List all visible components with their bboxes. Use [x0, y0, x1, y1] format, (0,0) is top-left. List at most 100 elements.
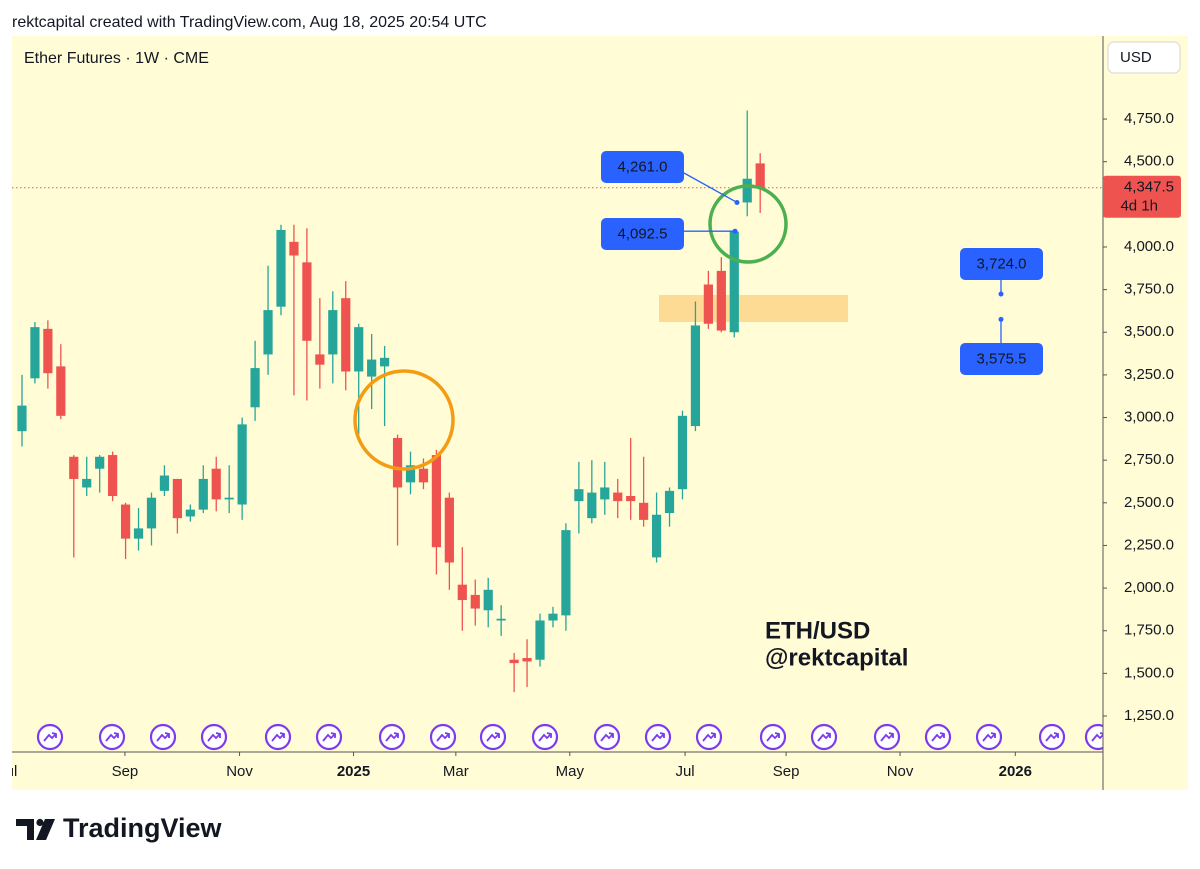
event-icon[interactable]: [975, 723, 1003, 751]
candle-body: [418, 468, 429, 483]
candle-body: [444, 497, 454, 563]
event-icon-arrow: [880, 732, 894, 742]
event-icon[interactable]: [264, 723, 292, 751]
countdown-label: 4d 1h: [1120, 198, 1158, 215]
x-tick-label: 2026: [999, 763, 1032, 780]
event-icon[interactable]: [149, 723, 177, 751]
candle-body: [755, 163, 765, 188]
candle-body: [56, 366, 66, 416]
event-icon[interactable]: [873, 723, 901, 751]
logo-shape: [36, 818, 44, 827]
y-tick-label: 2,000.0: [1124, 579, 1174, 596]
event-icon[interactable]: [315, 723, 343, 751]
event-icon[interactable]: [429, 723, 457, 751]
price-annotation-box: [601, 218, 684, 250]
y-tick-label: 4,500.0: [1124, 153, 1174, 170]
x-tick-label: Nov: [887, 763, 914, 780]
candle-body: [250, 368, 260, 408]
price-annotation-label: 4,261.0: [617, 158, 667, 175]
event-icon[interactable]: [1084, 723, 1110, 751]
event-icon[interactable]: [593, 723, 621, 751]
event-icon-arrow: [1091, 732, 1103, 742]
currency-label[interactable]: USD: [1120, 49, 1152, 66]
y-tick-label: 3,500.0: [1124, 323, 1174, 340]
y-tick-label: 3,000.0: [1124, 409, 1174, 426]
candle-body: [276, 229, 286, 307]
event-icon[interactable]: [479, 723, 507, 751]
candle-body: [263, 310, 273, 355]
candle-body: [405, 465, 416, 483]
candle-body: [677, 415, 688, 490]
chart-title: Ether Futures · 1W · CME: [24, 50, 209, 67]
candle-body: [431, 455, 442, 548]
y-tick-label: 2,750.0: [1124, 451, 1174, 468]
x-tick-label: Jul: [0, 763, 17, 780]
y-tick-label: 1,750.0: [1124, 622, 1174, 639]
annotation-dot: [732, 228, 738, 234]
event-icon-arrow: [105, 732, 119, 742]
candle-body: [108, 455, 118, 496]
price-annotation-label: 3,724.0: [976, 255, 1026, 272]
event-icon-arrow: [982, 732, 996, 742]
event-icon-arrow: [1045, 732, 1059, 742]
candle-body: [341, 298, 351, 372]
event-icon[interactable]: [810, 723, 838, 751]
candle-body: [613, 492, 623, 502]
candle-body: [703, 284, 713, 324]
event-icon[interactable]: [924, 723, 952, 751]
candle-body: [367, 359, 377, 377]
candle-body: [354, 327, 364, 372]
candle-body: [716, 270, 726, 331]
logo-shape: [16, 819, 34, 840]
watermark-line: ETH/USD: [765, 617, 870, 644]
event-icon-arrow: [322, 732, 336, 742]
y-tick-label: 3,750.0: [1124, 281, 1174, 298]
highlight-circle: [708, 184, 788, 264]
event-icon[interactable]: [531, 723, 559, 751]
price-axis: 1,250.0 1,500.0 1,750.0 2,000.0 2,250.0 2,500…: [1103, 110, 1174, 724]
brand-text: TradingView: [63, 813, 223, 843]
candle-body: [30, 327, 40, 379]
x-tick-label: Nov: [226, 763, 253, 780]
candle-body: [302, 262, 312, 341]
event-icon[interactable]: [695, 723, 723, 751]
event-icon[interactable]: [200, 723, 228, 751]
event-icon[interactable]: [759, 723, 787, 751]
event-icon[interactable]: [36, 723, 64, 751]
event-icon-arrow: [702, 732, 716, 742]
y-tick-label: 1,500.0: [1124, 664, 1174, 681]
event-icon-arrow: [207, 732, 221, 742]
chart-background: [12, 36, 1188, 790]
y-tick-label: 4,750.0: [1124, 110, 1174, 127]
y-tick-label: 1,250.0: [1124, 707, 1174, 724]
y-tick-label: 2,500.0: [1124, 494, 1174, 511]
event-icon-arrow: [817, 732, 831, 742]
watermark-line: @rektcapital: [765, 644, 908, 671]
price-annotation-box: [960, 248, 1043, 280]
candle-body: [95, 456, 105, 469]
event-icon[interactable]: [644, 723, 672, 751]
candle-body: [742, 178, 752, 203]
last-price-box: [1103, 175, 1181, 218]
candle-body: [600, 487, 610, 500]
event-icon[interactable]: [378, 723, 406, 751]
candle-body: [587, 492, 597, 519]
candle-body: [651, 514, 662, 558]
event-icon[interactable]: [98, 723, 126, 751]
header-text: rektcapital created with TradingView.com…: [12, 14, 487, 31]
candle-body: [626, 495, 636, 502]
candle-body: [729, 231, 739, 333]
event-icon-arrow: [156, 732, 170, 742]
y-tick-label: 4,000.0: [1124, 238, 1174, 255]
event-icon-arrow: [931, 732, 945, 742]
candle-body: [211, 468, 221, 500]
event-icon[interactable]: [1038, 723, 1066, 751]
candle-body: [522, 658, 532, 662]
candle-body: [69, 456, 79, 479]
currency-button[interactable]: [1107, 41, 1181, 74]
candle-body: [457, 584, 467, 601]
price-annotation-box: [601, 151, 684, 183]
plot-area: [12, 110, 1110, 751]
